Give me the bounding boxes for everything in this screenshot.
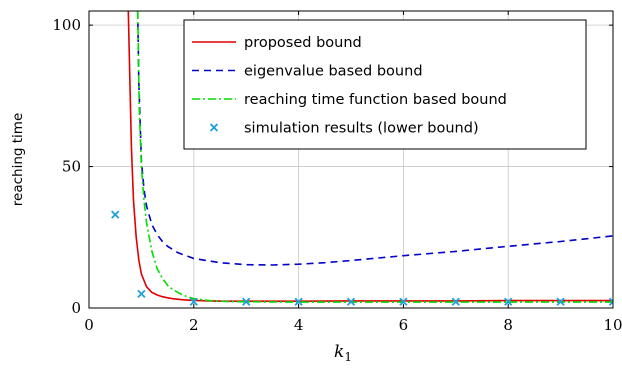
series-3-point-2 bbox=[189, 297, 198, 306]
series-3-point-3 bbox=[242, 297, 251, 306]
series-3-point-7 bbox=[451, 297, 460, 306]
series-3-point-6 bbox=[399, 297, 408, 306]
y-tick-label-2: 100 bbox=[52, 16, 81, 34]
legend-label-2: reaching time function based bound bbox=[244, 92, 507, 108]
series-line-1 bbox=[136, 11, 613, 266]
x-tick-label-5: 10 bbox=[603, 316, 622, 334]
x-tick-label-2: 4 bbox=[294, 316, 304, 334]
legend-label-0: proposed bound bbox=[244, 35, 362, 51]
x-axis-label-main: k bbox=[334, 342, 344, 362]
x-tick-label-1: 2 bbox=[189, 316, 199, 334]
legend-box bbox=[183, 19, 587, 150]
series-3-point-5 bbox=[346, 297, 356, 306]
y-tick-label-1: 50 bbox=[62, 158, 81, 176]
series-line-2 bbox=[136, 11, 613, 303]
legend-marker-3 bbox=[209, 123, 219, 132]
series-3-point-4 bbox=[294, 297, 303, 306]
x-tick-label-0: 0 bbox=[84, 316, 94, 334]
legend-label-1: eigenvalue based bound bbox=[244, 64, 423, 80]
legend: proposed bound eigenvalue based bound reac… bbox=[183, 19, 587, 150]
y-tick-label-0: 0 bbox=[71, 299, 81, 317]
x-tick-label-4: 8 bbox=[503, 316, 513, 334]
series-3-point-9 bbox=[556, 297, 565, 306]
y-axis-label: reaching time bbox=[10, 113, 26, 206]
series-3-point-0 bbox=[111, 210, 120, 219]
series-3-point-1 bbox=[137, 289, 146, 298]
x-axis-label: k1 bbox=[334, 342, 352, 364]
x-axis-label-subscript: 1 bbox=[344, 350, 352, 364]
series-layer bbox=[111, 11, 613, 306]
legend-label-3: simulation results (lower bound) bbox=[244, 121, 479, 137]
series-3-point-10 bbox=[608, 297, 613, 306]
plot-frame bbox=[88, 10, 614, 309]
x-tick-label-3: 6 bbox=[399, 316, 409, 334]
series-3-point-8 bbox=[504, 297, 513, 306]
